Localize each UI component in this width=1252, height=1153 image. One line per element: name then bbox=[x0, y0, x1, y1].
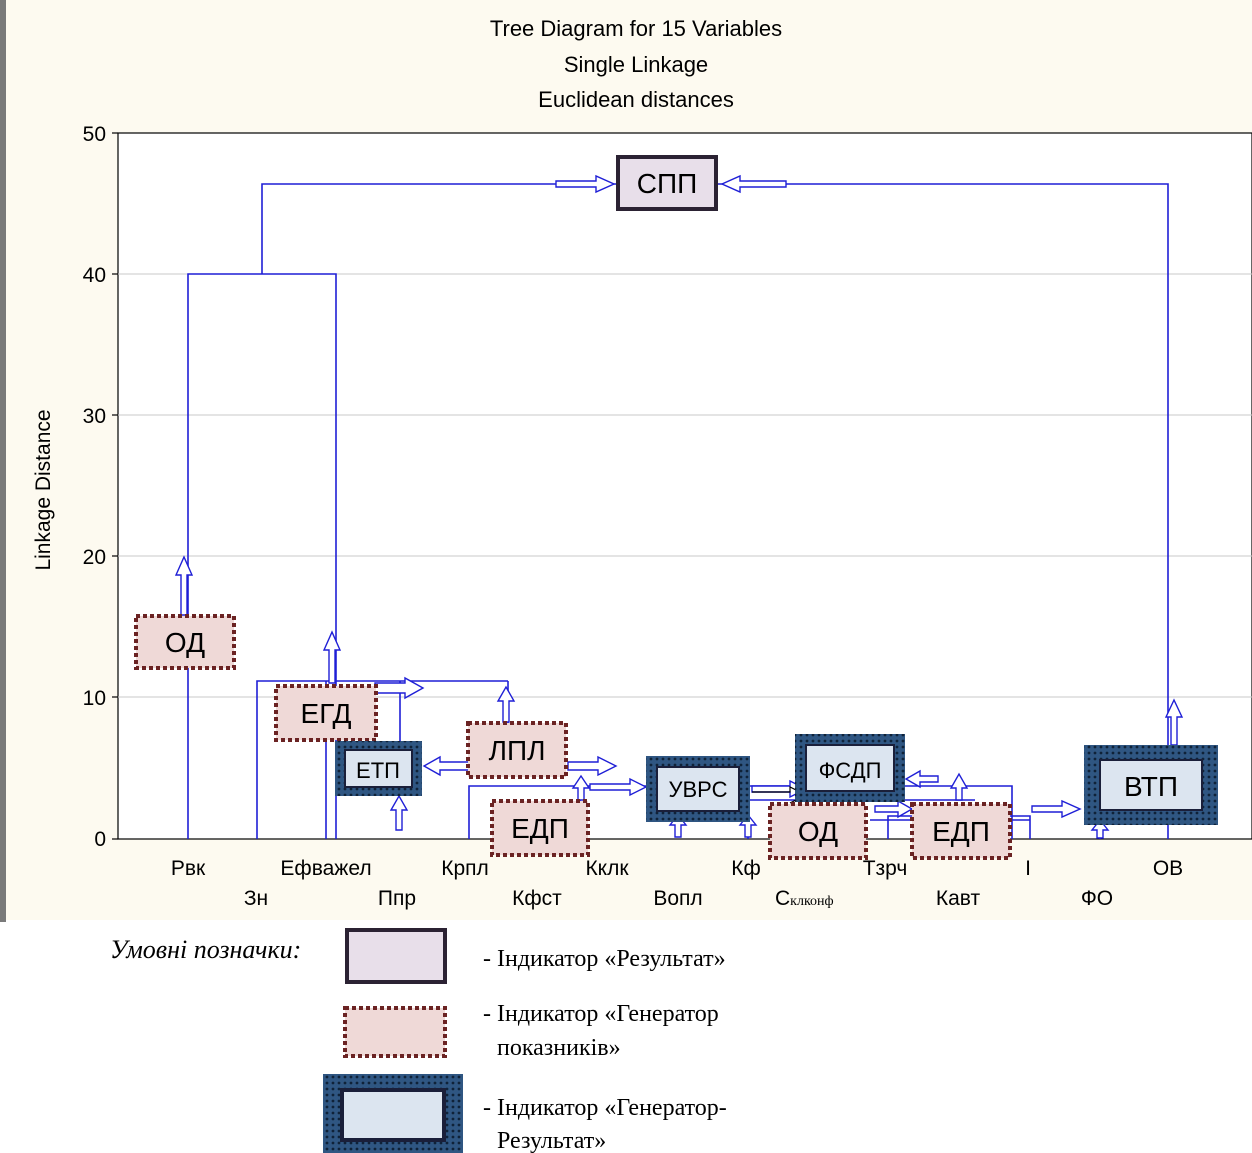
dendrogram-link-40 bbox=[187, 273, 337, 839]
arrow-ppr-up bbox=[389, 794, 409, 831]
arrow-to-uvrs bbox=[589, 777, 648, 797]
y-tick-label: 50 bbox=[83, 123, 106, 146]
indicator-arrows bbox=[174, 174, 1184, 839]
legend-generator-swatch bbox=[343, 1006, 447, 1058]
arrow-to-spp-left bbox=[555, 174, 616, 194]
arrow-to-spp-right bbox=[720, 174, 787, 194]
od-box-right: ОД bbox=[768, 802, 868, 860]
window-left-border bbox=[0, 0, 6, 922]
fsdp-label: ФСДП bbox=[819, 758, 882, 783]
vtp-box: ВТП bbox=[1084, 745, 1218, 825]
lpl-label: ЛПЛ bbox=[489, 735, 546, 766]
edp-box-left: ЕДП bbox=[490, 799, 590, 857]
chart-subtitle-distance: Euclidean distances bbox=[538, 87, 734, 112]
var-label-fo: ФО bbox=[1081, 887, 1113, 910]
spp-box: СПП bbox=[616, 155, 718, 211]
var-label-kf: Кф bbox=[731, 857, 761, 880]
var-label-kfst: Кфст bbox=[512, 887, 562, 910]
var-label-vopl: Вопл bbox=[653, 887, 702, 910]
spp-label: СПП bbox=[637, 168, 697, 199]
legend-genres-line2: Результат» bbox=[497, 1128, 606, 1153]
y-axis-ticks bbox=[112, 132, 118, 840]
uvrs-label: УВРС bbox=[669, 777, 728, 802]
y-tick-label: 20 bbox=[83, 546, 106, 569]
var-label-c-subscript: клконф bbox=[790, 894, 833, 909]
var-label-kavt: Кавт bbox=[936, 887, 981, 910]
var-label-c: Склконф bbox=[775, 887, 834, 910]
od-left-label: ОД bbox=[165, 627, 205, 658]
var-label-krpl: Крпл bbox=[441, 857, 489, 880]
fsdp-box: ФСДП bbox=[795, 734, 905, 802]
egd-label: ЕГД bbox=[301, 698, 352, 729]
legend-result-label: - Індикатор «Результат» bbox=[483, 946, 726, 972]
vtp-label: ВТП bbox=[1124, 771, 1178, 802]
arrow-od-up bbox=[174, 555, 194, 616]
var-label-ov: ОВ bbox=[1153, 857, 1183, 880]
arrow-edp-up bbox=[571, 774, 591, 801]
egd-box: ЕГД bbox=[274, 684, 378, 742]
arrow-edp2-up bbox=[949, 772, 969, 801]
y-tick-label: 30 bbox=[83, 405, 106, 428]
od-box-left: ОД bbox=[134, 614, 236, 670]
var-label-tzrch: Тзрч bbox=[863, 857, 908, 880]
var-label-i: І bbox=[1025, 857, 1031, 880]
etp-box: ЕТП bbox=[335, 741, 422, 796]
arrow-egd-up bbox=[322, 630, 342, 684]
chart-title: Tree Diagram for 15 Variables bbox=[490, 16, 782, 41]
var-label-c-main: С bbox=[775, 887, 790, 910]
edp-left-label: ЕДП bbox=[511, 813, 569, 844]
arrow-egd-right bbox=[374, 676, 425, 700]
uvrs-box: УВРС bbox=[646, 756, 750, 822]
arrow-fsdp-left bbox=[904, 769, 939, 789]
legend-result-swatch bbox=[345, 928, 447, 984]
legend-generator-line1: - Індикатор «Генератор bbox=[483, 1001, 719, 1027]
edp-right-label: ЕДП bbox=[932, 816, 990, 847]
arrow-edp2-to-vtp bbox=[1031, 799, 1082, 819]
y-tick-label: 0 bbox=[94, 828, 106, 851]
legend-genres-swatch bbox=[323, 1074, 463, 1153]
arrow-lpl-right bbox=[567, 755, 618, 777]
var-label-kklk: Кклк bbox=[585, 857, 629, 880]
dendrogram-link-11 bbox=[256, 680, 508, 839]
edp-box-right: ЕДП bbox=[910, 802, 1012, 860]
legend-title: Умовні позначки: bbox=[110, 935, 301, 964]
var-label-rvk: Рвк bbox=[171, 857, 206, 880]
arrow-od2-right bbox=[874, 799, 914, 819]
var-label-efvazhel: Ефважел bbox=[280, 857, 371, 880]
legend-generator-line2: показників» bbox=[497, 1035, 621, 1061]
arrow-lpl-up bbox=[496, 685, 516, 723]
y-tick-label: 10 bbox=[83, 687, 106, 710]
var-label-ppr: Ппр bbox=[378, 887, 416, 910]
y-axis-label: Linkage Distance bbox=[32, 409, 55, 570]
var-label-zn: Зн bbox=[244, 887, 268, 910]
lpl-box: ЛПЛ bbox=[466, 721, 568, 779]
chart-subtitle-linkage: Single Linkage bbox=[564, 52, 708, 77]
etp-label: ЕТП bbox=[356, 758, 400, 783]
arrow-lpl-to-etp bbox=[422, 755, 471, 777]
od-right-label: ОД bbox=[798, 816, 838, 847]
y-tick-label: 40 bbox=[83, 264, 106, 287]
arrow-vtp-up bbox=[1164, 698, 1184, 746]
legend-genres-line1: - Індикатор «Генератор- bbox=[483, 1095, 727, 1121]
